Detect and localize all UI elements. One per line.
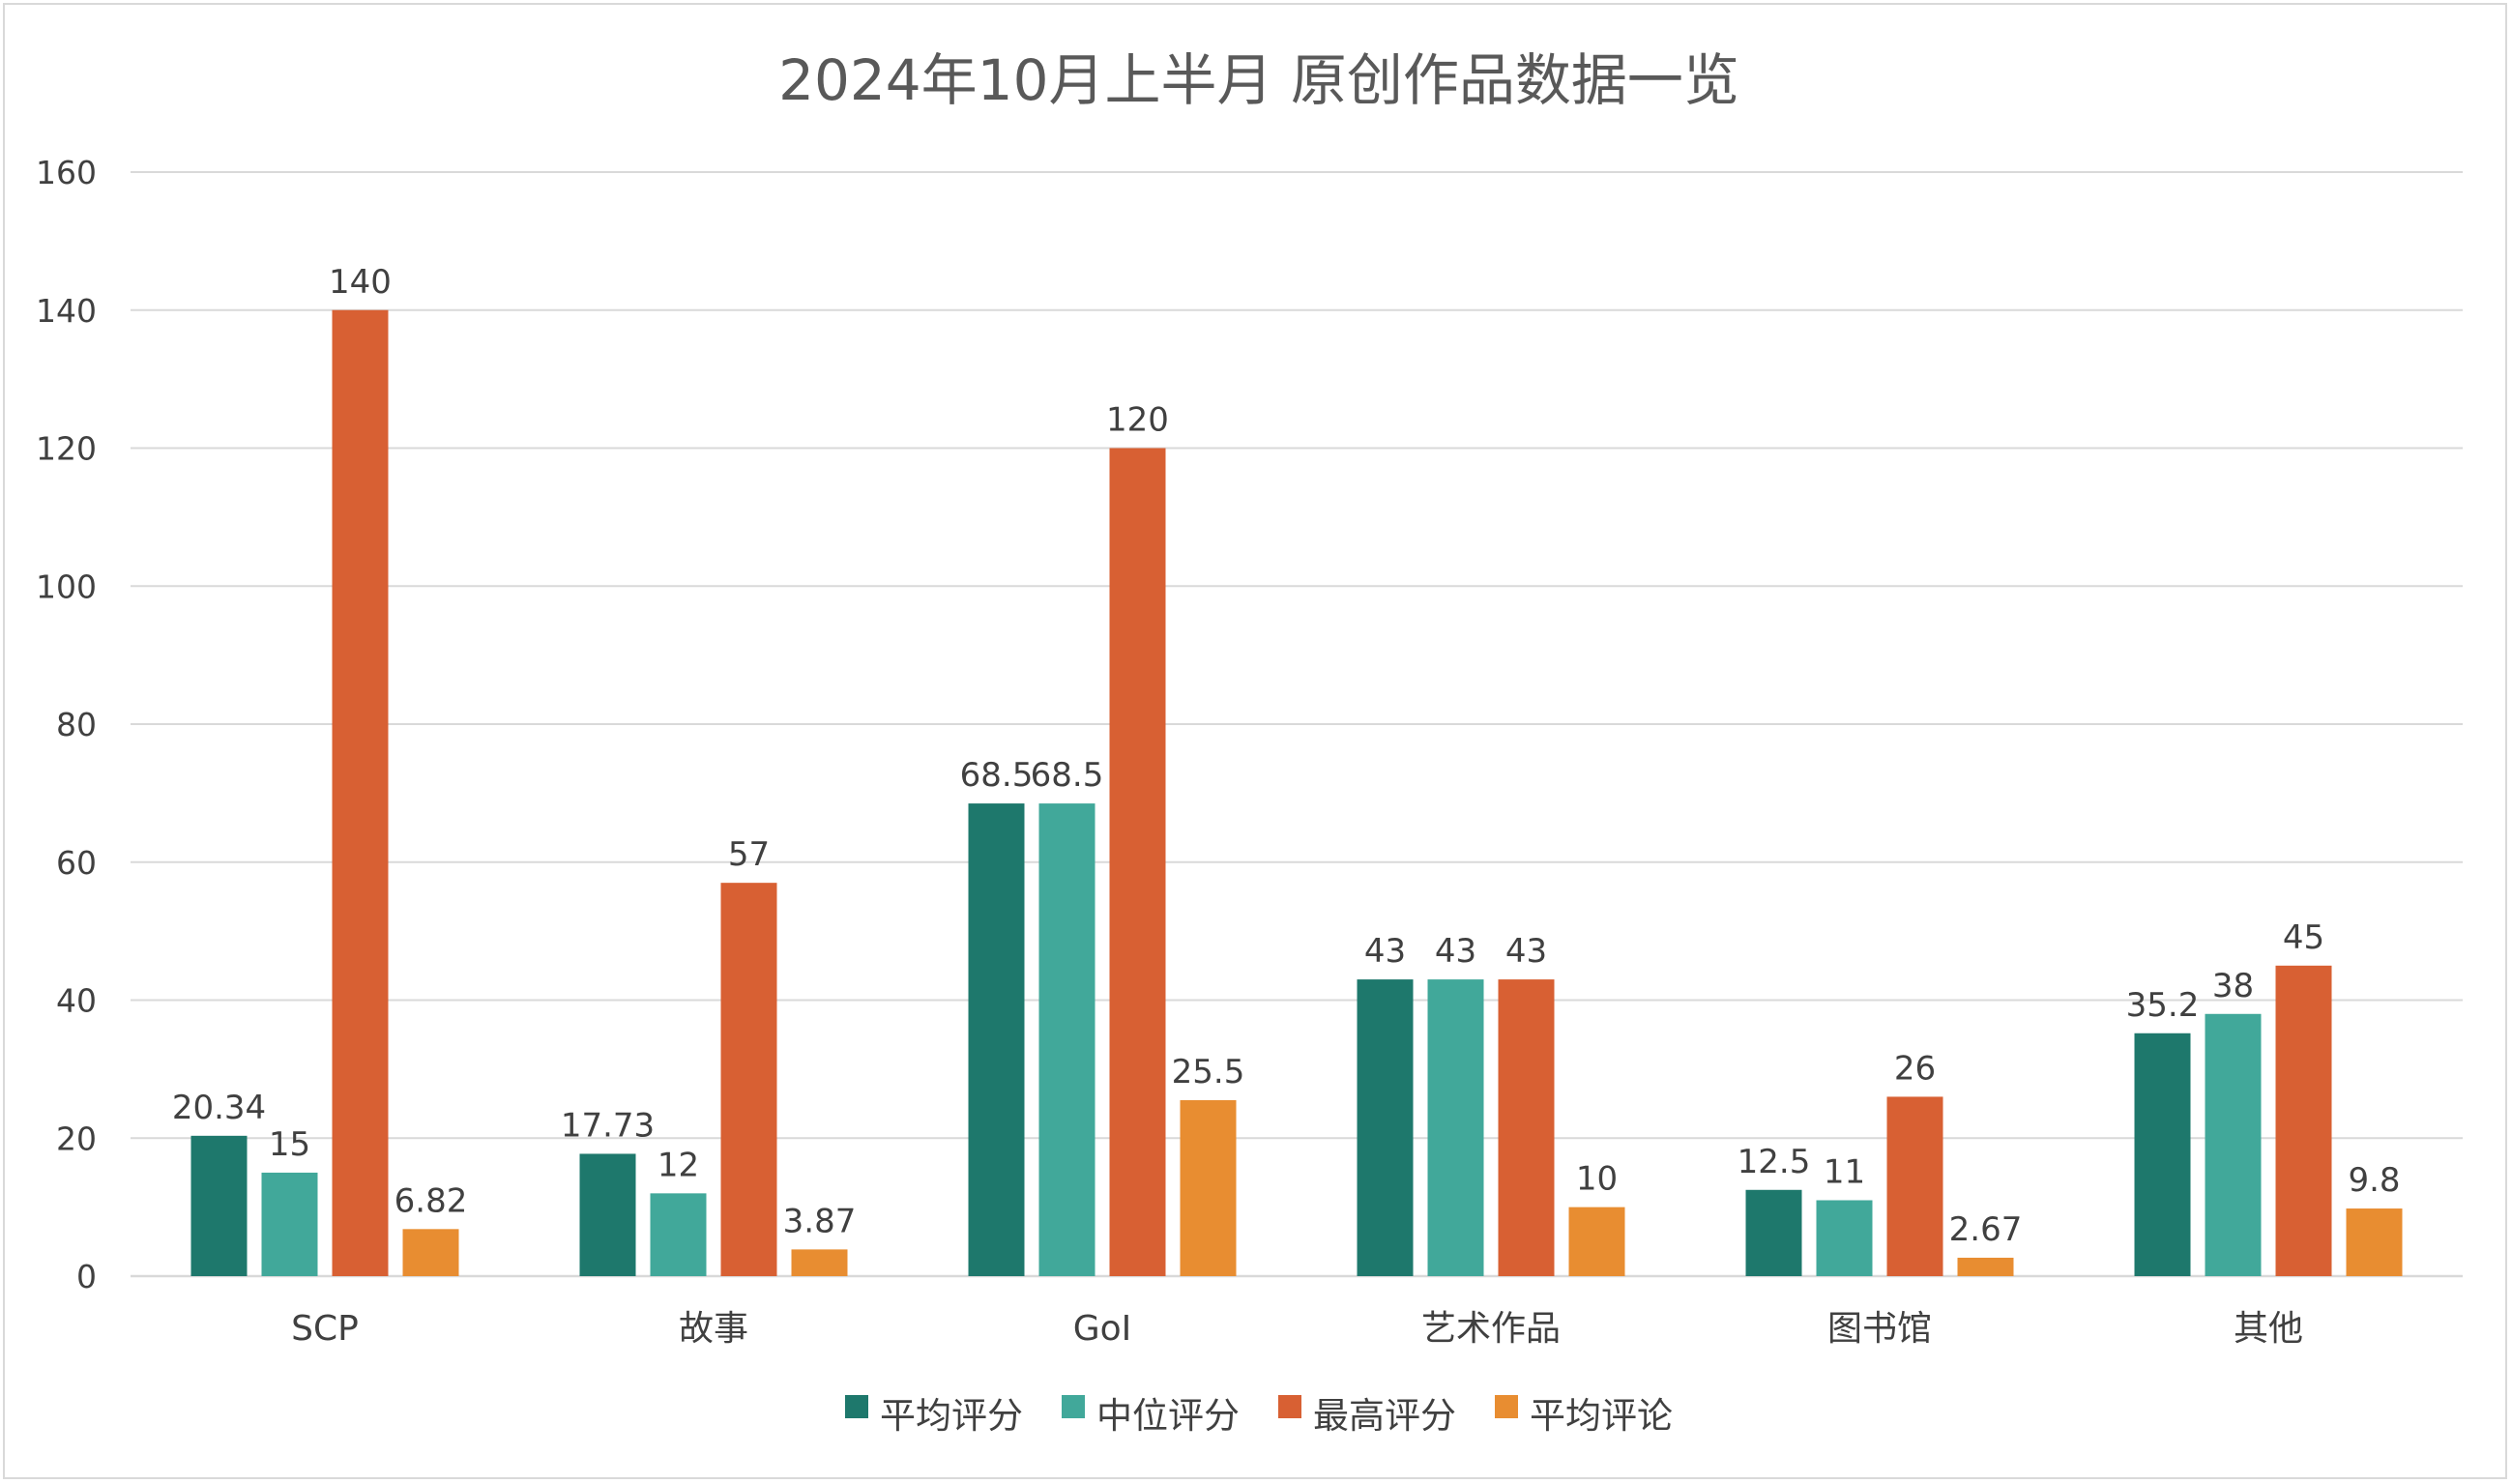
data-label: 6.82 <box>394 1181 468 1220</box>
x-category-label: 故事 <box>679 1309 748 1349</box>
bars <box>190 309 2403 1276</box>
y-tick-label: 100 <box>36 567 97 605</box>
y-tick-label: 80 <box>56 706 97 743</box>
bar <box>402 1229 459 1276</box>
bar <box>190 1135 248 1276</box>
data-label: 2.67 <box>1949 1210 2023 1249</box>
legend-swatch <box>1062 1395 1085 1418</box>
data-label: 43 <box>1505 932 1547 971</box>
x-category-label: 其他 <box>2234 1309 2303 1349</box>
bar <box>1886 1096 1943 1276</box>
data-label: 17.73 <box>561 1106 655 1145</box>
bar-chart: 2024年10月上半月 原创作品数据一览 0 20 40 60 80 100 120 140 1… <box>36 47 2463 1437</box>
data-label: 38 <box>2212 967 2254 1005</box>
bar <box>2205 1013 2262 1276</box>
data-label: 68.5 <box>1031 756 1104 795</box>
data-label: 10 <box>1576 1160 1618 1199</box>
bar <box>1180 1099 1237 1276</box>
bar <box>1745 1189 1802 1276</box>
bar <box>1957 1257 2014 1276</box>
chart-frame: 2024年10月上半月 原创作品数据一览 0 20 40 60 80 100 120 140 1… <box>3 3 2507 1479</box>
legend-label: 最高评分 <box>1313 1395 1456 1437</box>
x-category-label: GoI <box>1073 1309 1132 1349</box>
bar <box>1427 979 1484 1276</box>
x-category-label: 艺术作品 <box>1421 1309 1561 1349</box>
legend-item: 中位评分 <box>1062 1395 1240 1437</box>
data-label: 140 <box>329 263 392 302</box>
legend-swatch <box>845 1395 868 1418</box>
data-label: 68.5 <box>960 756 1034 795</box>
y-axis-ticks: 0 20 40 60 80 100 120 140 160 <box>36 154 97 1295</box>
legend-swatch <box>1495 1395 1518 1418</box>
bar <box>2134 1033 2191 1276</box>
y-tick-label: 160 <box>36 154 97 191</box>
data-label: 15 <box>269 1125 310 1164</box>
data-label: 20.34 <box>172 1089 266 1127</box>
data-label: 120 <box>1106 401 1169 440</box>
legend: 平均评分 中位评分 最高评分 平均评论 <box>845 1395 1673 1437</box>
y-tick-label: 140 <box>36 292 97 330</box>
bar <box>261 1172 318 1276</box>
data-label: 11 <box>1824 1152 1865 1191</box>
bar <box>2346 1208 2403 1276</box>
legend-item: 平均评论 <box>1495 1395 1673 1437</box>
bar <box>1498 979 1555 1276</box>
bar <box>1357 979 1414 1276</box>
data-label: 25.5 <box>1172 1053 1245 1091</box>
legend-label: 平均评分 <box>880 1395 1023 1437</box>
data-label: 3.87 <box>783 1202 857 1240</box>
data-label: 12 <box>657 1146 699 1184</box>
data-label: 57 <box>728 835 770 874</box>
bar <box>968 803 1025 1276</box>
data-label: 43 <box>1364 932 1406 971</box>
data-label: 43 <box>1435 932 1476 971</box>
data-label: 45 <box>2283 918 2324 957</box>
x-axis-categories: SCP 故事 GoI 艺术作品 图书馆 其他 <box>291 1309 2303 1349</box>
x-category-label: SCP <box>291 1309 359 1349</box>
data-label: 35.2 <box>2126 986 2200 1025</box>
chart-title: 2024年10月上半月 原创作品数据一览 <box>778 47 1739 113</box>
bar <box>2275 965 2332 1276</box>
y-tick-label: 0 <box>76 1258 97 1295</box>
legend-item: 平均评分 <box>845 1395 1023 1437</box>
bar <box>720 883 777 1276</box>
bar <box>332 309 389 1276</box>
bar <box>1038 803 1095 1276</box>
bar <box>1816 1200 1873 1276</box>
y-tick-label: 120 <box>36 430 97 468</box>
y-tick-label: 20 <box>56 1120 97 1157</box>
bar <box>650 1193 707 1276</box>
y-tick-label: 40 <box>56 982 97 1020</box>
data-label: 26 <box>1894 1049 1936 1088</box>
bar <box>1568 1207 1625 1276</box>
y-tick-label: 60 <box>56 844 97 882</box>
legend-label: 平均评论 <box>1530 1395 1673 1437</box>
bar <box>791 1249 848 1276</box>
data-label: 9.8 <box>2348 1161 2400 1200</box>
bar <box>1109 448 1166 1276</box>
legend-item: 最高评分 <box>1278 1395 1456 1437</box>
legend-swatch <box>1278 1395 1301 1418</box>
data-label: 12.5 <box>1738 1143 1811 1181</box>
legend-label: 中位评分 <box>1096 1395 1240 1437</box>
x-category-label: 图书馆 <box>1827 1309 1932 1349</box>
bar <box>579 1153 636 1276</box>
gridlines <box>131 171 2463 1278</box>
